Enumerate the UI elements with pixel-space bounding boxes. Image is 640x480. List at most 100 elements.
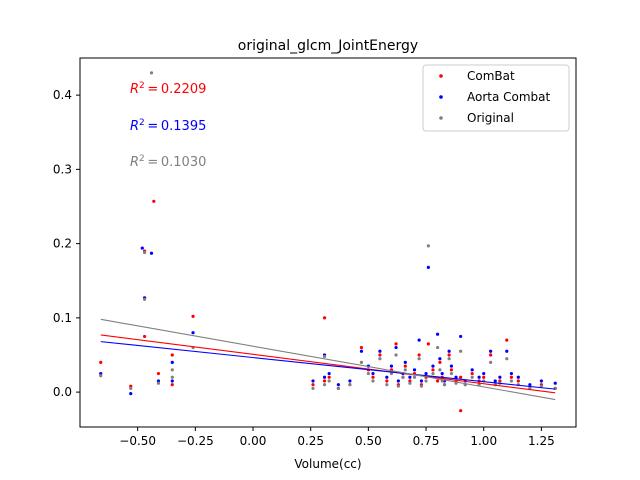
x-tick-label: −0.25 — [177, 434, 214, 448]
data-point — [447, 357, 451, 361]
data-point — [327, 379, 331, 383]
x-tick-label: 0.00 — [240, 434, 267, 448]
data-point — [322, 316, 327, 320]
data-point — [396, 384, 400, 388]
fit-line — [100, 318, 556, 401]
data-point — [498, 379, 502, 383]
data-point — [129, 391, 133, 396]
data-point — [156, 371, 161, 376]
data-point — [435, 332, 440, 336]
y-axis-ticks: 0.0 0.1 0.2 0.3 0.4 — [53, 88, 80, 399]
data-point — [447, 349, 451, 353]
data-point — [142, 297, 147, 301]
y-tick-label: 0.2 — [53, 237, 72, 251]
data-point — [459, 349, 463, 353]
y-tick-label: 0.1 — [53, 311, 72, 325]
data-point — [440, 371, 444, 376]
data-point — [505, 357, 509, 361]
data-point — [403, 364, 407, 368]
data-point — [509, 379, 514, 383]
data-point — [378, 349, 382, 353]
data-point — [408, 381, 412, 385]
data-point — [336, 383, 340, 387]
data-point — [449, 368, 454, 372]
data-point — [435, 345, 440, 350]
data-point — [401, 375, 405, 379]
data-point — [149, 251, 154, 255]
data-point — [99, 371, 103, 376]
data-point — [170, 353, 174, 357]
data-point — [426, 342, 430, 346]
series-aorta-combat — [99, 246, 557, 396]
data-point — [394, 353, 398, 357]
x-tick-label: 0.50 — [355, 434, 382, 448]
data-point — [431, 364, 435, 368]
r-squared-label: R2 = 0.1395 — [130, 118, 206, 134]
data-point — [322, 379, 327, 383]
data-point — [470, 375, 474, 379]
data-point — [412, 368, 417, 372]
data-point — [359, 345, 364, 350]
data-point — [539, 384, 543, 388]
data-point — [129, 386, 133, 390]
data-point — [170, 379, 174, 383]
data-point — [327, 371, 331, 376]
data-point — [156, 379, 161, 383]
legend-marker — [439, 116, 443, 120]
data-point — [359, 360, 364, 365]
data-point — [385, 379, 389, 383]
data-point — [419, 384, 424, 388]
data-point — [438, 368, 442, 372]
data-point — [553, 381, 557, 385]
data-point — [435, 379, 440, 383]
data-point — [149, 71, 154, 75]
data-point — [408, 375, 412, 379]
legend-marker — [439, 74, 443, 78]
data-point — [454, 375, 458, 379]
data-point — [417, 357, 421, 361]
r-squared-annotations: R2 = 0.2209 R2 = 0.1395 R2 = 0.1030 — [130, 81, 206, 170]
data-point — [505, 338, 509, 342]
data-point — [322, 354, 327, 359]
data-point — [426, 244, 430, 248]
data-point — [489, 360, 493, 365]
data-point — [539, 379, 543, 383]
data-point — [322, 375, 327, 379]
x-axis-label: Volume(cc) — [294, 457, 361, 471]
data-point — [408, 379, 412, 383]
y-tick-label: 0.0 — [53, 385, 72, 399]
x-tick-label: 1.25 — [528, 434, 555, 448]
data-point — [528, 383, 532, 387]
data-point — [396, 379, 400, 383]
legend-box — [422, 64, 570, 132]
data-point — [412, 375, 417, 379]
data-point — [378, 357, 382, 361]
data-point — [129, 384, 133, 388]
data-point — [477, 375, 481, 379]
data-point — [417, 353, 421, 357]
data-point — [431, 368, 435, 372]
data-point — [424, 371, 428, 376]
data-point — [170, 375, 174, 379]
data-point — [140, 246, 144, 250]
chart-title: original_glcm_JointEnergy — [238, 38, 418, 54]
x-tick-label: −0.50 — [119, 434, 156, 448]
legend-label: Original — [467, 111, 514, 125]
data-point — [336, 386, 340, 390]
data-point — [359, 349, 364, 353]
fit-line — [100, 341, 556, 390]
data-point — [378, 353, 382, 357]
data-point — [142, 334, 147, 339]
data-point — [459, 375, 463, 379]
data-point — [142, 250, 147, 255]
data-point — [505, 349, 509, 353]
data-point — [438, 357, 442, 361]
data-point — [385, 375, 389, 379]
data-point — [371, 375, 375, 379]
data-point — [191, 331, 195, 335]
data-point — [311, 386, 315, 390]
x-axis-ticks: −0.50 −0.25 0.00 0.25 0.50 0.75 1.00 1.25 — [119, 427, 555, 448]
axes-frame — [79, 57, 577, 428]
data-point — [470, 368, 474, 372]
